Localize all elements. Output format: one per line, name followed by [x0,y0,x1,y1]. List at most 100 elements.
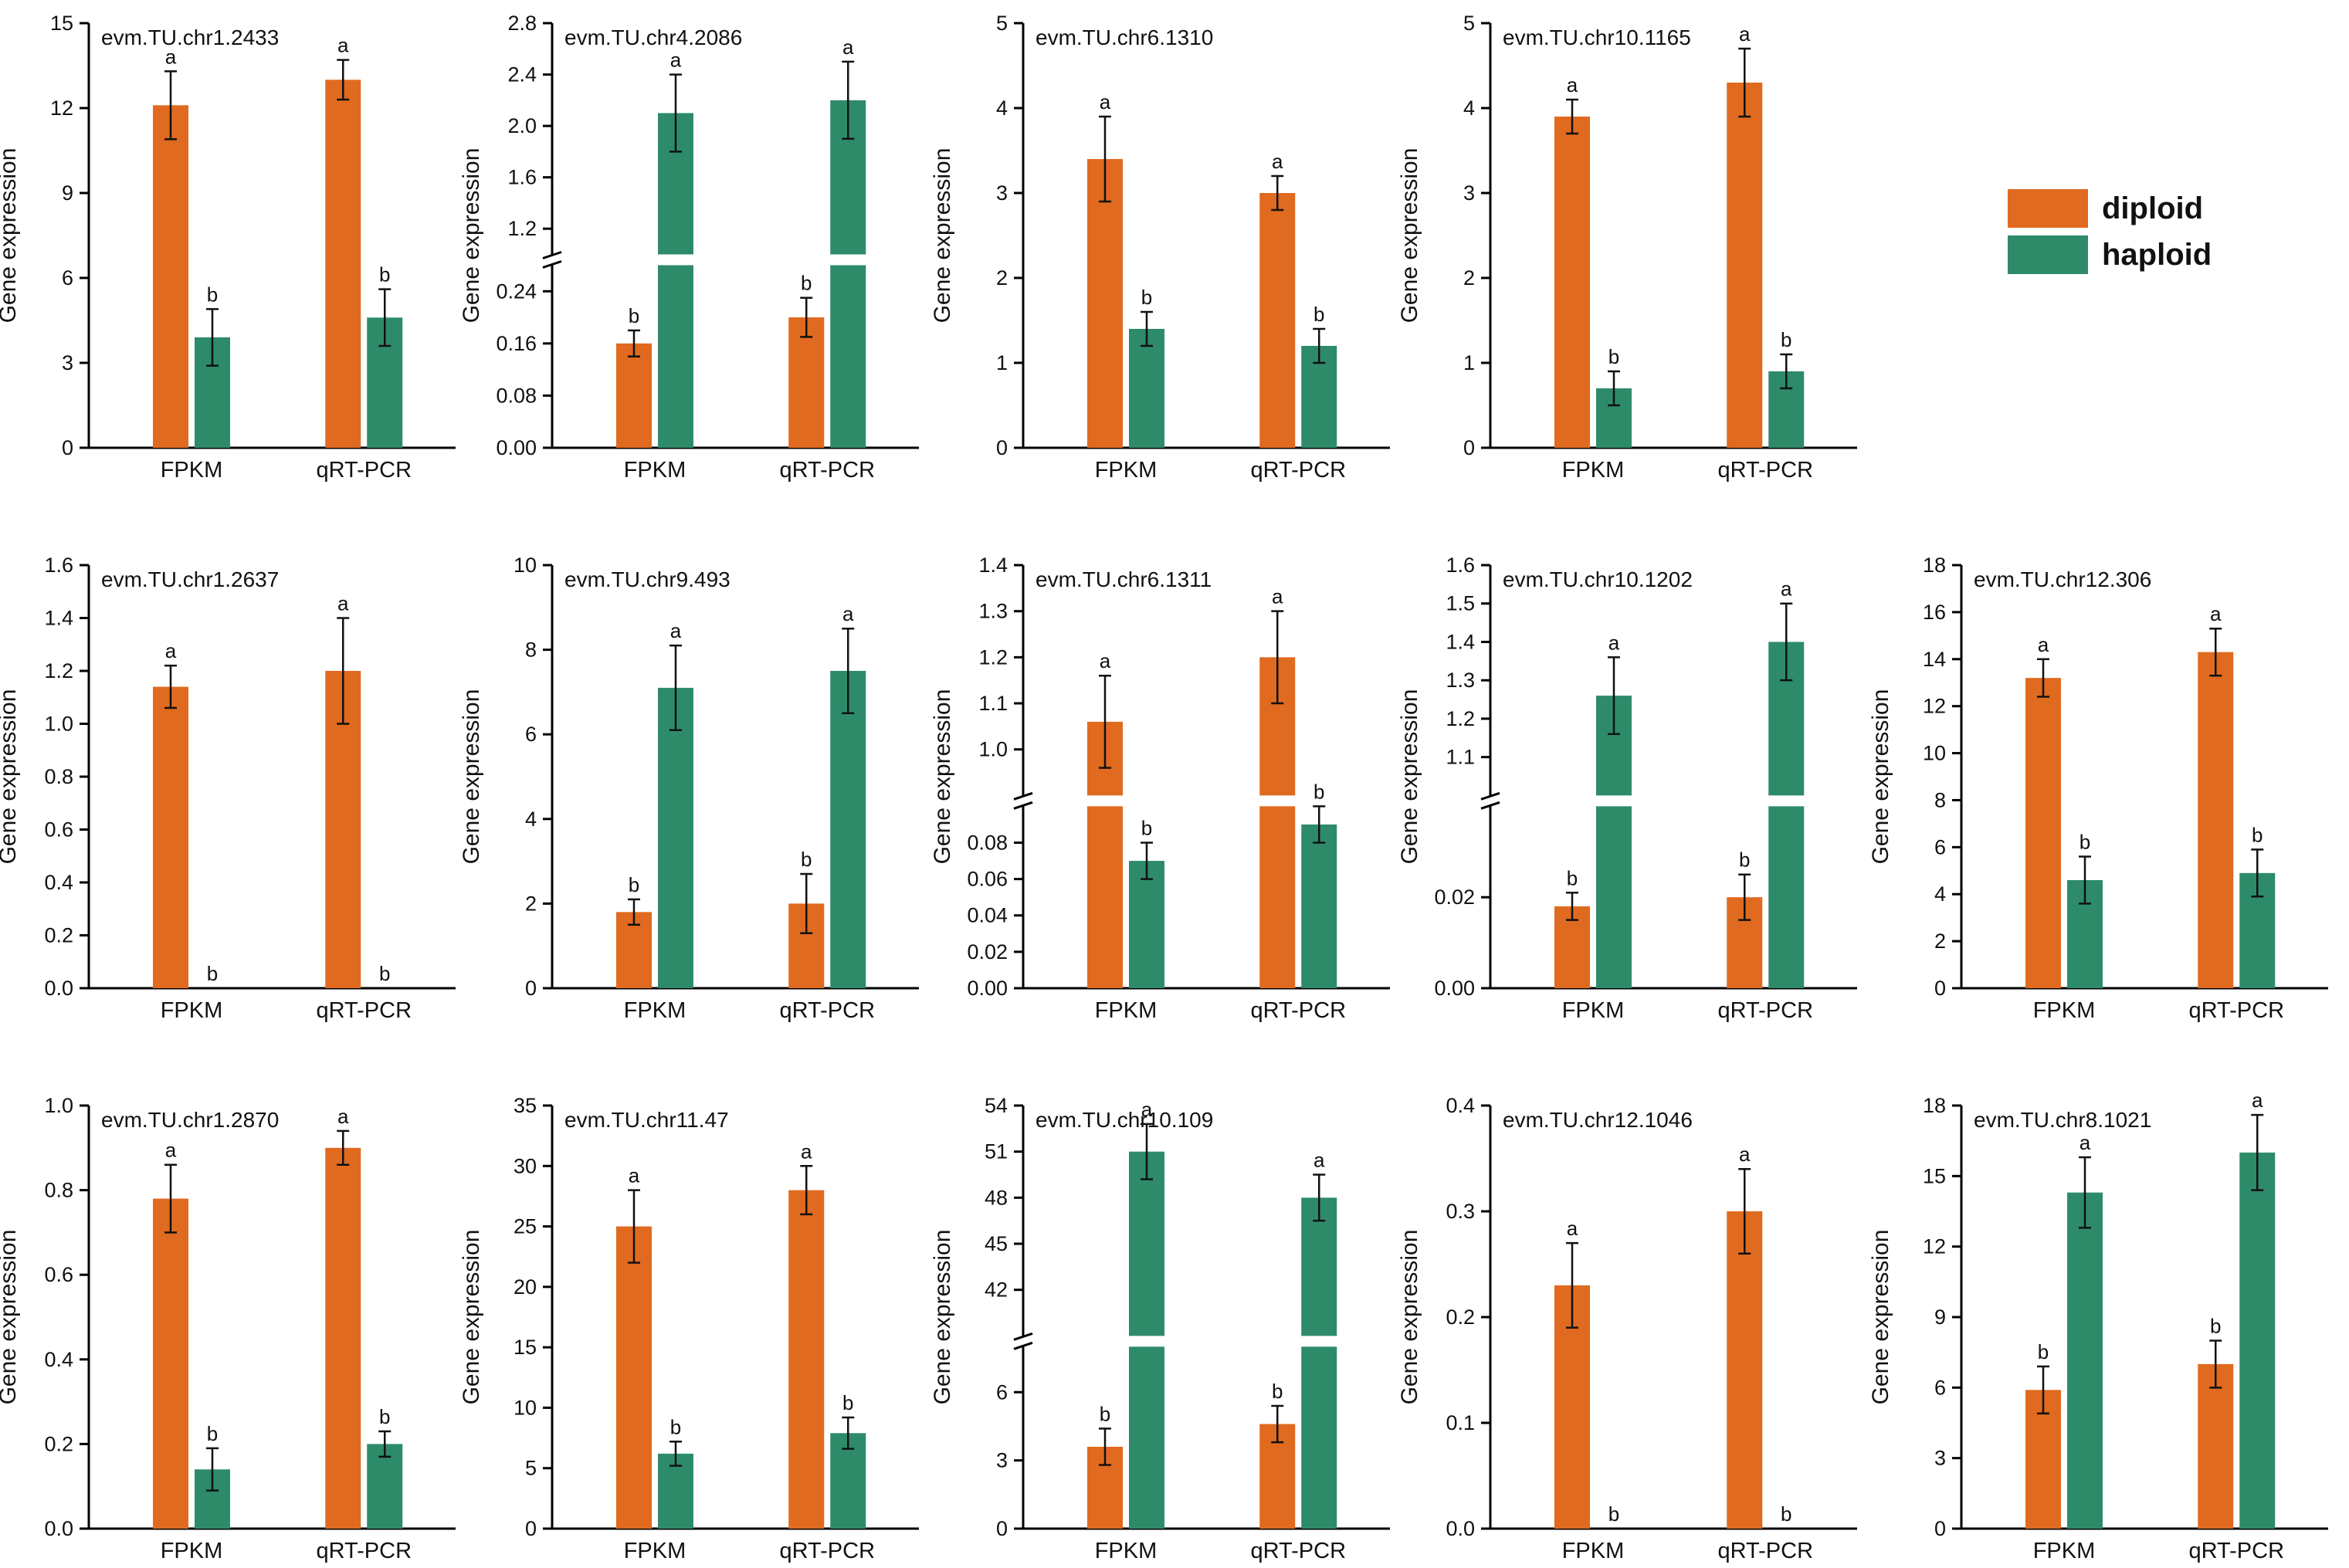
y-tick-label: 2 [1934,930,1946,953]
y-tick-label: 1.4 [1446,630,1475,653]
significance-letter: a [2210,602,2222,625]
x-tick-label: FPKM [624,1539,686,1563]
significance-letter: b [207,283,218,306]
legend-item-haploid: haploid [2008,232,2212,278]
y-tick-label: 5 [996,12,1008,35]
y-tick-label: 0.2 [1446,1306,1475,1329]
chart-title: evm.TU.chr6.1310 [1036,25,1213,49]
y-tick-label: 0.00 [967,977,1008,1000]
y-tick-label: 6 [62,266,73,290]
chart-8: 0.00 0.02 1.1 1.2 1.3 1.4 1.5 1.6 evm.TU.chr10.1… [1397,554,1857,1023]
significance-letter: a [2038,633,2049,656]
y-tick-label: 0.02 [967,940,1008,963]
y-tick-label: 15 [50,12,73,35]
significance-letter: b [1272,1380,1283,1403]
y-tick-label: 0.2 [44,1432,73,1455]
y-tick-label: 30 [514,1154,537,1177]
bar-haploid [2067,1192,2103,1529]
y-tick-label: 0.2 [44,924,73,947]
bar-haploid [1596,696,1632,988]
y-axis-label: Gene expression [1397,689,1422,865]
significance-letter: b [1567,866,1578,889]
y-tick-label: 0 [996,1517,1008,1540]
y-tick-label: 2 [996,266,1008,290]
y-tick-label: 51 [985,1140,1008,1163]
y-tick-label: 1.5 [1446,592,1475,615]
significance-letter: a [2252,1089,2263,1112]
y-tick-label: 0 [62,436,73,459]
legend-swatch-haploid [2008,235,2088,274]
y-tick-label: 0.1 [1446,1411,1475,1434]
legend-label-haploid: haploid [2102,237,2212,272]
y-tick-label: 12 [1923,695,1946,718]
chart-title: evm.TU.chr1.2637 [101,567,279,591]
y-tick-label: 0.3 [1446,1200,1475,1223]
y-tick-label: 3 [1934,1447,1946,1470]
x-tick-label: FPKM [1095,998,1158,1023]
y-tick-label: 5 [525,1457,537,1480]
significance-letter: a [670,619,682,642]
bar-haploid [1129,861,1164,988]
y-tick-label: 1.1 [978,692,1008,715]
significance-letter: b [207,962,218,985]
bar-break-gap [1768,795,1805,807]
x-tick-label: FPKM [1095,1539,1158,1563]
y-tick-label: 1 [996,351,1008,374]
y-tick-label: 4 [1463,97,1475,120]
bar-diploid [788,1190,825,1529]
axis-break-mark [542,251,562,259]
significance-letter: b [1608,1502,1619,1526]
significance-letter: b [1141,816,1152,839]
significance-letter: a [2080,1131,2091,1154]
y-tick-label: 18 [1923,1094,1946,1117]
y-tick-label: 5 [1463,12,1475,35]
significance-letter: b [629,873,639,896]
bar-break-gap [1300,1336,1338,1347]
y-tick-label: 2 [1463,266,1475,290]
x-tick-label: qRT-PCR [779,458,875,483]
x-tick-label: qRT-PCR [1250,998,1346,1023]
significance-letter: b [1739,848,1750,872]
bar-break-gap [829,254,867,266]
significance-letter: a [1272,150,1283,173]
y-tick-label: 4 [525,808,537,831]
significance-letter: a [165,639,177,662]
y-tick-label: 9 [1934,1306,1946,1329]
bar-break-gap [1086,795,1124,807]
x-tick-label: FPKM [1562,458,1625,483]
y-tick-label: 14 [1923,648,1946,671]
y-tick-label: 0.00 [1434,977,1475,1000]
legend-label-diploid: diploid [2102,191,2204,225]
significance-letter: b [1141,286,1152,309]
y-tick-label: 35 [514,1094,537,1117]
x-tick-label: qRT-PCR [779,998,875,1023]
bar-diploid [325,1147,361,1529]
y-tick-label: 0.4 [44,871,73,894]
y-tick-label: 2 [525,892,537,915]
significance-letter: a [1100,90,1111,113]
significance-letter: a [629,1164,640,1187]
y-tick-label: 1.6 [1446,554,1475,577]
bar-haploid [830,671,866,988]
y-tick-label: 1.2 [1446,707,1475,730]
y-tick-label: 0 [1463,436,1475,459]
x-tick-label: qRT-PCR [1250,1539,1346,1563]
y-tick-label: 1 [1463,351,1475,374]
significance-letter: a [670,49,682,72]
axis-break-mark [1013,791,1033,801]
y-tick-label: 20 [514,1275,537,1299]
significance-letter: a [1100,649,1111,672]
x-tick-label: FPKM [161,1539,223,1563]
axis-break-mark [1480,801,1500,810]
bar-diploid [153,686,188,988]
significance-letter: a [1567,73,1578,97]
y-tick-label: 4 [1934,882,1946,906]
x-tick-label: qRT-PCR [1717,998,1813,1023]
x-tick-label: FPKM [161,998,223,1023]
bar-haploid [2239,1152,2276,1529]
bar-diploid [325,80,361,448]
significance-letter: a [165,45,177,68]
significance-letter: a [842,36,854,59]
bar-diploid [1554,117,1590,448]
